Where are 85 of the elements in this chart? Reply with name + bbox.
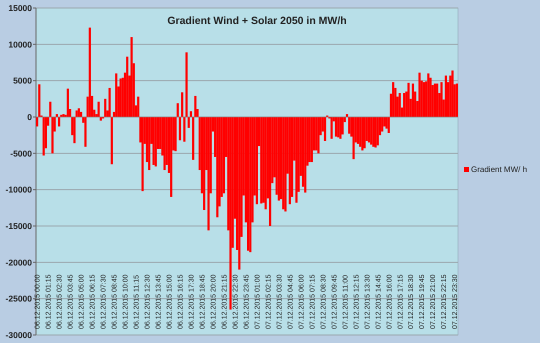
bar [98, 102, 100, 117]
y-tick-label: -25000 [6, 294, 32, 304]
bar [348, 117, 350, 134]
bar [154, 117, 157, 166]
bar [256, 117, 258, 204]
bar [398, 93, 401, 117]
bar [440, 82, 443, 117]
bar [268, 117, 272, 226]
bar [238, 117, 240, 270]
bar [49, 102, 52, 117]
y-tick-label: -5000 [10, 148, 32, 158]
bar [84, 117, 87, 147]
legend-label: Gradient MW/ h [471, 165, 528, 174]
bar [51, 117, 54, 154]
bar [381, 117, 384, 132]
bar [330, 117, 333, 139]
y-tick-label: 15000 [8, 2, 32, 13]
bar [222, 117, 226, 194]
bar [427, 73, 430, 117]
bar [282, 117, 284, 210]
bar [148, 117, 150, 170]
bar [104, 98, 106, 117]
bar [356, 117, 360, 144]
bar [203, 117, 206, 210]
bar [372, 117, 374, 147]
y-tick-label: 0 [27, 112, 32, 122]
bar [88, 28, 91, 117]
y-tick-label: -15000 [6, 220, 32, 231]
bar [315, 117, 318, 150]
y-tick-label: -30000 [6, 330, 32, 340]
bar [207, 117, 210, 230]
bar [370, 117, 372, 145]
text: Gradient Wind + Solar 2050 in MW/h [167, 15, 347, 27]
bar [436, 84, 438, 117]
bar [288, 117, 291, 204]
bar [361, 117, 364, 150]
bar [185, 52, 188, 117]
bar [317, 117, 320, 154]
bar [339, 117, 342, 139]
bar [181, 92, 184, 117]
bar [247, 117, 250, 251]
bar [456, 84, 458, 117]
bar [337, 117, 340, 138]
y-tick-label: 5000 [13, 76, 32, 86]
bar [451, 70, 454, 117]
bar [137, 96, 140, 117]
y-tick-label: -20000 [6, 257, 32, 268]
bar [392, 82, 394, 117]
bar [100, 117, 102, 121]
bar [130, 37, 133, 117]
bar [304, 117, 306, 193]
bar [66, 88, 69, 117]
bar [260, 117, 262, 204]
bar [310, 117, 313, 162]
bar [388, 117, 390, 133]
bar [178, 117, 182, 140]
bar [176, 103, 179, 117]
bar [115, 73, 118, 117]
bar [192, 117, 194, 160]
bar [42, 117, 45, 156]
bar [152, 117, 155, 165]
bar [126, 56, 128, 117]
bar [229, 117, 232, 310]
bar [142, 117, 144, 192]
bar [444, 76, 448, 117]
bar [376, 117, 379, 146]
bar [216, 117, 218, 218]
bar [188, 117, 190, 128]
bar [163, 117, 166, 170]
bar [418, 72, 421, 117]
bar [110, 117, 113, 164]
bar [412, 84, 414, 117]
bar [170, 117, 172, 197]
bar [359, 117, 362, 147]
y-tick-label: 10000 [8, 39, 32, 50]
bar [374, 117, 377, 148]
bar [284, 117, 287, 212]
bar [249, 117, 252, 252]
bar [308, 117, 311, 162]
bar [422, 82, 426, 117]
bar [434, 84, 436, 117]
bar [295, 117, 298, 203]
bar [264, 117, 267, 210]
bar [38, 84, 40, 117]
y-tick-label: -10000 [6, 184, 32, 195]
